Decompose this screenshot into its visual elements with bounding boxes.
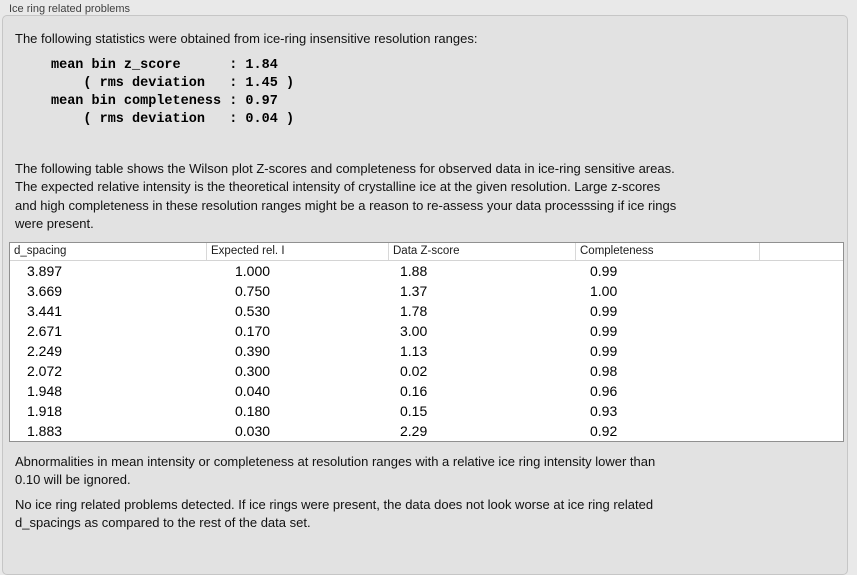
table-cell-expected-rel-i: 0.180 [235, 402, 271, 419]
table-cell-blank [759, 261, 843, 281]
table-row[interactable]: 2.072 0.300 0.02 0.98 [10, 360, 843, 381]
table-cell-blank [759, 421, 843, 441]
column-header-data-z-score[interactable]: Data Z-score [388, 242, 575, 260]
table-row[interactable]: 3.897 1.000 1.88 0.99 [10, 260, 843, 281]
table-cell-blank [759, 301, 843, 321]
panel-title: Ice ring related problems [9, 3, 131, 15]
table-cell-expected-rel-i: 0.390 [235, 342, 271, 359]
table-cell-d-spacing: 3.897 [27, 262, 63, 279]
table-cell-blank [759, 381, 843, 401]
table-cell-expected-rel-i: 0.030 [235, 422, 271, 439]
table-cell-data-z-score: 1.78 [400, 302, 428, 319]
column-header-d-spacing[interactable]: d_spacing [14, 245, 67, 257]
table-cell-data-z-score: 1.88 [400, 262, 428, 279]
table-cell-data-z-score: 2.29 [400, 422, 428, 439]
column-header-blank[interactable] [759, 242, 843, 260]
table-cell-data-z-score: 0.02 [400, 362, 428, 379]
table-row[interactable]: 2.249 0.390 1.13 0.99 [10, 340, 843, 361]
table-row[interactable]: 1.918 0.180 0.15 0.93 [10, 400, 843, 421]
table-cell-completeness: 1.00 [590, 282, 618, 299]
table-cell-d-spacing: 3.441 [27, 302, 63, 319]
table-cell-data-z-score: 1.37 [400, 282, 428, 299]
table-cell-expected-rel-i: 0.040 [235, 382, 271, 399]
table-cell-d-spacing: 2.671 [27, 322, 63, 339]
table-cell-d-spacing: 1.883 [27, 422, 63, 439]
ignore-threshold-note: Abnormalities in mean intensity or compl… [15, 453, 656, 488]
table-cell-completeness: 0.92 [590, 422, 618, 439]
table-cell-blank [759, 341, 843, 361]
table-cell-blank [759, 401, 843, 421]
table-cell-data-z-score: 0.16 [400, 382, 428, 399]
table-cell-blank [759, 361, 843, 381]
table-row[interactable]: 1.883 0.030 2.29 0.92 [10, 420, 843, 441]
table-cell-d-spacing: 1.918 [27, 402, 63, 419]
column-header-expected-rel-i[interactable]: Expected rel. I [206, 242, 388, 260]
ice-ring-table[interactable]: d_spacing Expected rel. I Data Z-score Comp… [9, 241, 844, 442]
table-cell-blank [759, 281, 843, 301]
table-cell-expected-rel-i: 0.170 [235, 322, 271, 339]
table-cell-data-z-score: 0.15 [400, 402, 428, 419]
table-cell-expected-rel-i: 0.530 [235, 302, 271, 319]
table-cell-data-z-score: 1.13 [400, 342, 428, 359]
table-cell-completeness: 0.98 [590, 362, 618, 379]
table-row[interactable]: 3.669 0.750 1.37 1.00 [10, 280, 843, 301]
table-row[interactable]: 3.441 0.530 1.78 0.99 [10, 300, 843, 321]
table-cell-d-spacing: 2.072 [27, 362, 63, 379]
table-cell-d-spacing: 3.669 [27, 282, 63, 299]
conclusion-text: No ice ring related problems detected. I… [15, 496, 654, 531]
ice-ring-groupbox: The following statistics were obtained f… [2, 15, 848, 575]
table-row[interactable]: 2.671 0.170 3.00 0.99 [10, 320, 843, 341]
table-header-row: d_spacing Expected rel. I Data Z-score Comp… [10, 242, 843, 261]
table-cell-data-z-score: 3.00 [400, 322, 428, 339]
table-cell-completeness: 0.96 [590, 382, 618, 399]
table-cell-expected-rel-i: 0.300 [235, 362, 271, 379]
table-body: 3.897 1.000 1.88 0.99 3.669 0.750 1.37 1.00 3.44… [10, 260, 843, 441]
table-description-text: The following table shows the Wilson plo… [15, 160, 677, 232]
table-cell-completeness: 0.99 [590, 302, 618, 319]
stats-block: mean bin z_score : 1.84 ( rms deviation … [51, 57, 295, 127]
column-header-completeness[interactable]: Completeness [575, 242, 759, 260]
table-cell-blank [759, 321, 843, 341]
table-cell-d-spacing: 1.948 [27, 382, 63, 399]
table-cell-completeness: 0.99 [590, 322, 618, 339]
table-cell-expected-rel-i: 1.000 [235, 262, 271, 279]
table-cell-completeness: 0.99 [590, 342, 618, 359]
stats-intro-text: The following statistics were obtained f… [15, 31, 478, 46]
table-row[interactable]: 1.948 0.040 0.16 0.96 [10, 380, 843, 401]
table-cell-completeness: 0.93 [590, 402, 618, 419]
table-cell-d-spacing: 2.249 [27, 342, 63, 359]
table-cell-expected-rel-i: 0.750 [235, 282, 271, 299]
table-cell-completeness: 0.99 [590, 262, 618, 279]
